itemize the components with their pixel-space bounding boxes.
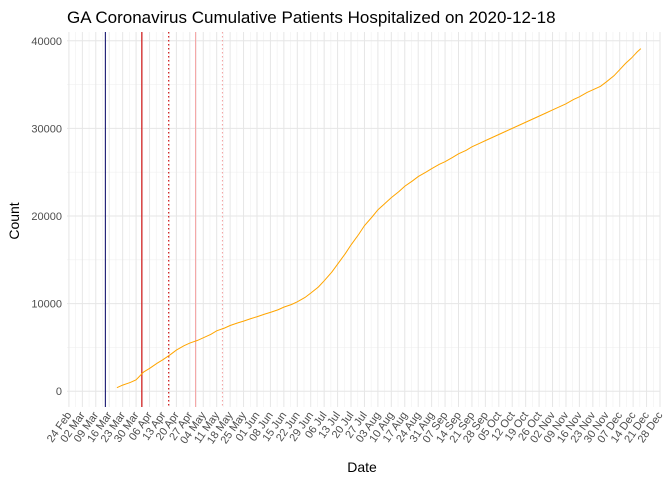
- y-tick-label: 40000: [31, 36, 62, 48]
- chart-title: GA Coronavirus Cumulative Patients Hospi…: [67, 8, 556, 27]
- series: [116, 48, 642, 389]
- y-tick-label: 10000: [31, 299, 62, 311]
- reference-lines: [104, 32, 223, 407]
- y-tick-label: 20000: [31, 211, 62, 223]
- series-line: [116, 48, 642, 389]
- x-axis-title: Date: [347, 459, 377, 475]
- grid-major: [67, 32, 661, 407]
- y-tick-label: 0: [56, 386, 62, 398]
- grid-minor: [67, 32, 660, 407]
- y-tick-labels: 0 10000 20000 30000 40000: [31, 36, 62, 398]
- y-axis-title: Count: [6, 202, 22, 239]
- y-tick-label: 30000: [31, 123, 62, 135]
